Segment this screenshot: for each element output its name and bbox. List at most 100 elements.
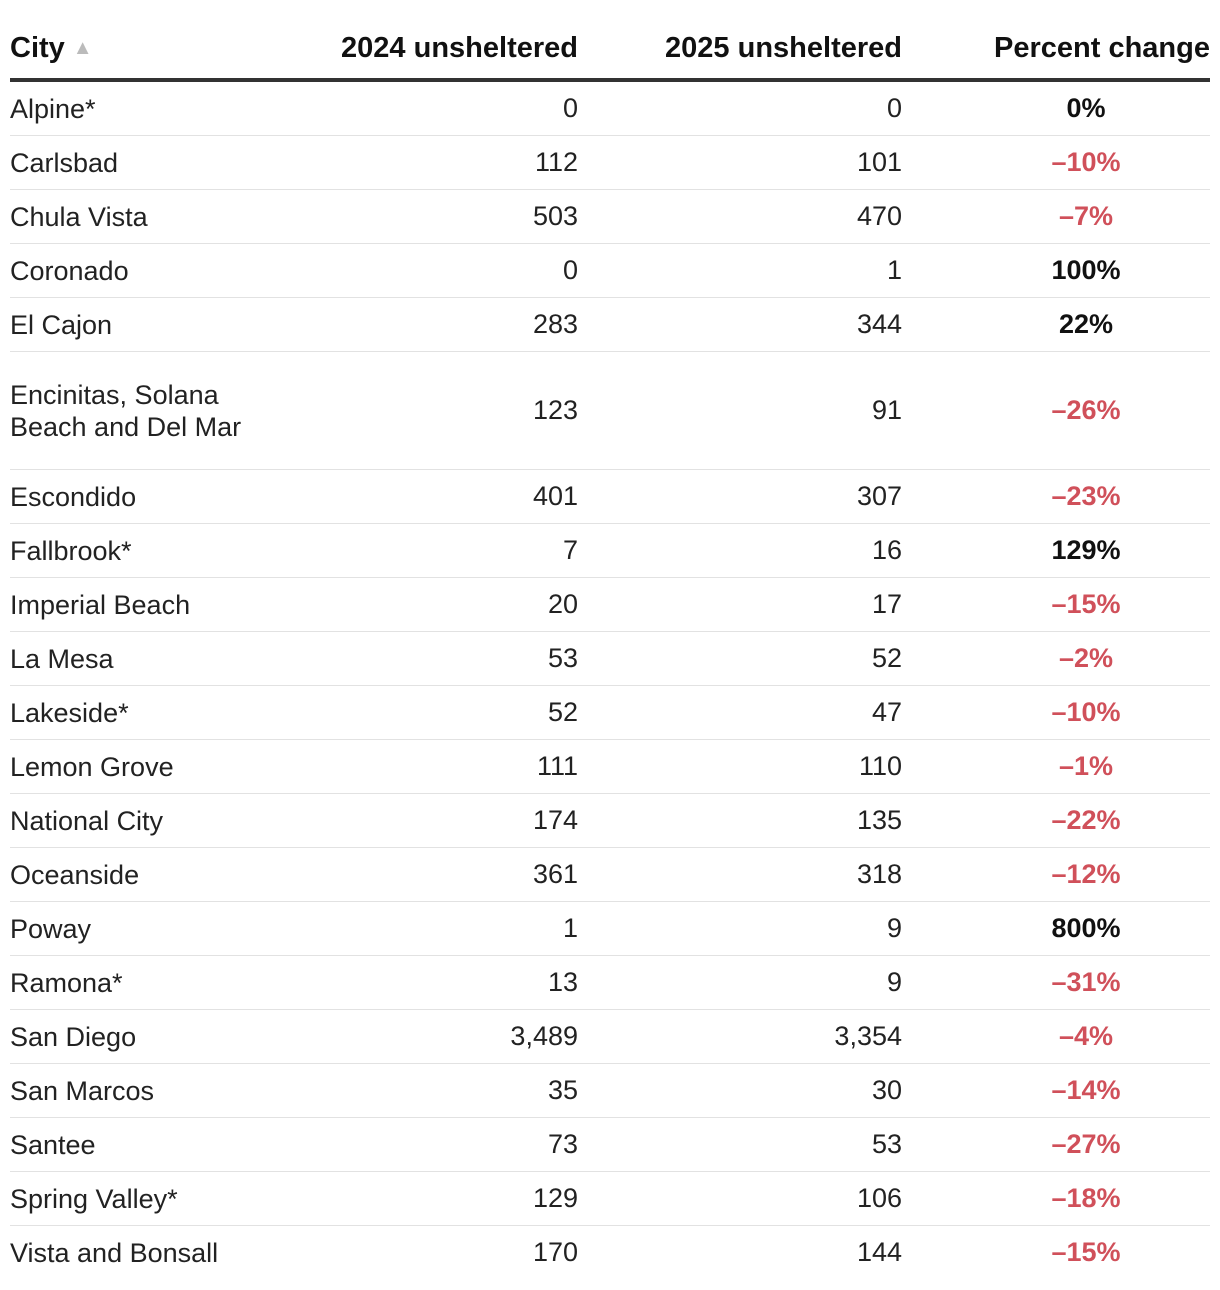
cell-city: National City: [10, 793, 280, 848]
cell-city: La Mesa: [10, 631, 280, 686]
cell-city: San Marcos: [10, 1063, 280, 1118]
cell-2025-unsheltered: 101: [578, 135, 902, 190]
cell-city: Spring Valley*: [10, 1171, 280, 1226]
column-header-percent-change[interactable]: Percent change: [902, 18, 1210, 82]
cell-city: Alpine*: [10, 80, 280, 136]
cell-city: Fallbrook*: [10, 523, 280, 578]
table-row: Imperial Beach 20 17 –15%: [10, 577, 1210, 632]
cell-percent-change: –27%: [902, 1117, 1210, 1172]
cell-city: Lemon Grove: [10, 739, 280, 794]
homeless-count-table: City ▲ 2024 unsheltered 2025 unsheltered …: [10, 18, 1210, 1279]
cell-city: Vista and Bonsall: [10, 1237, 219, 1268]
cell-2025-unsheltered: 0: [578, 80, 902, 136]
cell-2025-unsheltered: 91: [578, 351, 902, 470]
cell-2025-unsheltered: 318: [578, 847, 902, 902]
cell-percent-change: –26%: [902, 351, 1210, 470]
cell-city: San Diego: [10, 1009, 280, 1064]
cell-2024-unsheltered: 112: [280, 135, 578, 190]
cell-percent-change: 0%: [902, 80, 1210, 136]
column-header-2024[interactable]: 2024 unsheltered: [280, 18, 578, 82]
cell-2024-unsheltered: 503: [280, 189, 578, 244]
table-row: Coronado 0 1 100%: [10, 243, 1210, 298]
cell-percent-change: –14%: [902, 1063, 1210, 1118]
cell-2024-unsheltered: 361: [280, 847, 578, 902]
cell-2024-unsheltered: 0: [280, 243, 578, 298]
cell-2025-unsheltered: 110: [578, 739, 902, 794]
table-row: Ramona* 13 9 –31%: [10, 955, 1210, 1010]
cell-percent-change: –31%: [902, 955, 1210, 1010]
cell-2024-unsheltered: 35: [280, 1063, 578, 1118]
cell-percent-change: –7%: [902, 189, 1210, 244]
cell-2024-unsheltered: 20: [280, 577, 578, 632]
cell-2024-unsheltered: 52: [280, 685, 578, 740]
cell-2025-unsheltered: 1: [578, 243, 902, 298]
cell-2024-unsheltered: 7: [280, 523, 578, 578]
cell-2025-unsheltered: 17: [578, 577, 902, 632]
cell-2024-unsheltered: 53: [280, 631, 578, 686]
column-header-city[interactable]: City ▲: [10, 18, 280, 82]
sort-ascending-icon[interactable]: ▲: [72, 36, 93, 59]
cell-city: Santee: [10, 1117, 280, 1172]
cell-2025-unsheltered: 344: [578, 297, 902, 352]
cell-2025-unsheltered: 470: [578, 189, 902, 244]
table-row: El Cajon 283 344 22%: [10, 297, 1210, 352]
table-row: San Diego 3,489 3,354 –4%: [10, 1009, 1210, 1064]
cell-percent-change: –15%: [902, 577, 1210, 632]
table-header: City ▲ 2024 unsheltered 2025 unsheltered …: [10, 18, 1210, 82]
cell-city: Coronado: [10, 243, 280, 298]
cell-2024-unsheltered: 1: [280, 901, 578, 956]
table-row: Carlsbad 112 101 –10%: [10, 135, 1210, 190]
table-row: San Marcos 35 30 –14%: [10, 1063, 1210, 1118]
table-body: Alpine* 0 0 0% Carlsbad 112 101 –10% Chula Vista…: [10, 80, 1210, 1279]
table-row: Vista and Bonsall 170 144 –15%: [10, 1226, 1210, 1280]
cell-city: Encinitas, Solana Beach and Del Mar: [10, 351, 280, 470]
cell-2024-unsheltered: 73: [280, 1117, 578, 1172]
table-row: Lakeside* 52 47 –10%: [10, 685, 1210, 740]
cell-2025-unsheltered: 144: [856, 1237, 902, 1267]
homeless-count-table-container: City ▲ 2024 unsheltered 2025 unsheltered …: [10, 18, 1210, 1279]
cell-percent-change: –4%: [902, 1009, 1210, 1064]
cell-percent-change: –23%: [902, 469, 1210, 524]
cell-2024-unsheltered: 401: [280, 469, 578, 524]
cell-city: Oceanside: [10, 847, 280, 902]
cell-2024-unsheltered: 170: [532, 1237, 578, 1267]
cell-percent-change: 100%: [902, 243, 1210, 298]
header-row: City ▲ 2024 unsheltered 2025 unsheltered …: [10, 18, 1210, 82]
cell-2024-unsheltered: 283: [280, 297, 578, 352]
table-row: National City 174 135 –22%: [10, 793, 1210, 848]
column-header-city-label: City: [10, 31, 65, 64]
cell-2025-unsheltered: 52: [578, 631, 902, 686]
table-row: Santee 73 53 –27%: [10, 1117, 1210, 1172]
cell-city: Escondido: [10, 469, 280, 524]
cell-2025-unsheltered: 106: [578, 1171, 902, 1226]
table-row: Encinitas, Solana Beach and Del Mar 123 91…: [10, 351, 1210, 470]
cell-city: Carlsbad: [10, 135, 280, 190]
cell-percent-change: –1%: [902, 739, 1210, 794]
cell-2025-unsheltered: 135: [578, 793, 902, 848]
cell-2024-unsheltered: 123: [280, 351, 578, 470]
cell-2025-unsheltered: 53: [578, 1117, 902, 1172]
cell-city: Poway: [10, 901, 280, 956]
cell-2025-unsheltered: 30: [578, 1063, 902, 1118]
cell-2025-unsheltered: 16: [578, 523, 902, 578]
cell-city: Ramona*: [10, 955, 280, 1010]
cell-percent-change: –12%: [902, 847, 1210, 902]
cell-2024-unsheltered: 0: [280, 80, 578, 136]
column-header-2025[interactable]: 2025 unsheltered: [578, 18, 902, 82]
cell-2024-unsheltered: 111: [280, 739, 578, 794]
table-row: Alpine* 0 0 0%: [10, 80, 1210, 136]
cell-city: Imperial Beach: [10, 577, 280, 632]
cell-2025-unsheltered: 47: [578, 685, 902, 740]
cell-2025-unsheltered: 3,354: [578, 1009, 902, 1064]
cell-percent-change: 22%: [902, 297, 1210, 352]
cell-2024-unsheltered: 174: [280, 793, 578, 848]
cell-2024-unsheltered: 129: [280, 1171, 578, 1226]
cell-2024-unsheltered: 13: [280, 955, 578, 1010]
cell-2024-unsheltered: 3,489: [280, 1009, 578, 1064]
cell-percent-change: –18%: [902, 1171, 1210, 1226]
cell-percent-change: –10%: [902, 135, 1210, 190]
cell-percent-change: 129%: [902, 523, 1210, 578]
table-row: Lemon Grove 111 110 –1%: [10, 739, 1210, 794]
table-row: Fallbrook* 7 16 129%: [10, 523, 1210, 578]
cell-2025-unsheltered: 9: [578, 901, 902, 956]
